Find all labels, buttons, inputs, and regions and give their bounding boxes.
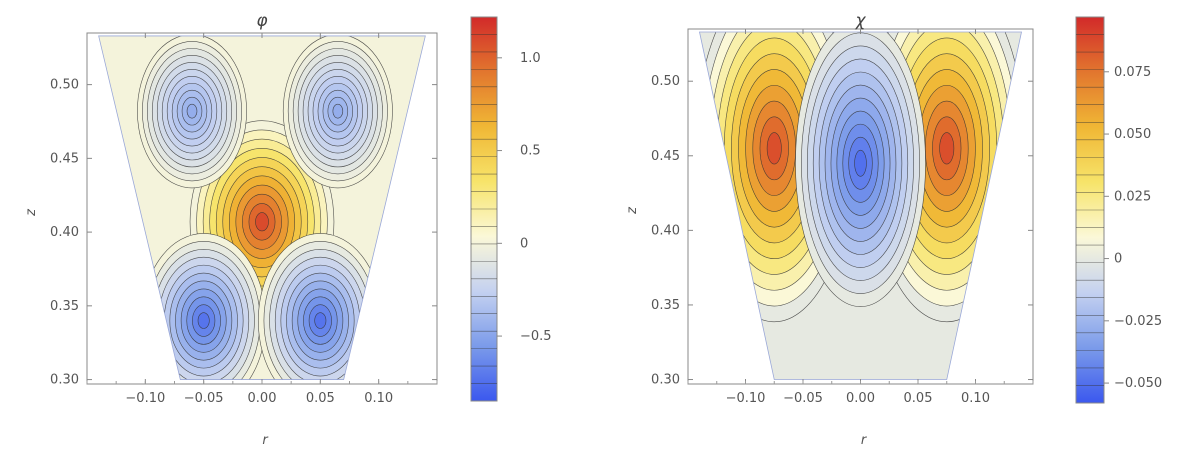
panel-1: −0.10 −0.05 0.00 0.05 0.10 0.30 0.35 0.40 0.45 0.… bbox=[24, 11, 552, 448]
contour-extremum-5 bbox=[282, 35, 393, 189]
colorbar-tick-label: 0.5 bbox=[520, 144, 541, 159]
y-tick-label: 0.30 bbox=[651, 373, 680, 388]
x-tick-label: 0.05 bbox=[306, 391, 335, 406]
colorbar-tick-label: −0.025 bbox=[1114, 314, 1162, 329]
y-tick-label: 0.35 bbox=[651, 298, 680, 313]
x-tick-label: −0.05 bbox=[184, 391, 224, 406]
colorbar-tick-label: 0.075 bbox=[1114, 65, 1151, 80]
x-tick-label: 0.05 bbox=[904, 391, 933, 406]
y-tick-label: 0.40 bbox=[651, 223, 680, 238]
y-tick-label: 0.40 bbox=[50, 225, 79, 240]
colorbar-tick-label: 0.050 bbox=[1114, 127, 1151, 142]
y-axis-label: z bbox=[625, 206, 640, 215]
colorbar-tick-label: 1.0 bbox=[520, 51, 541, 66]
y-axis-label: z bbox=[24, 208, 39, 217]
x-axis-label: r bbox=[262, 433, 269, 448]
x-tick-label: 0.00 bbox=[248, 391, 277, 406]
colorbar: 0.075 0.050 0.025 0 −0.025 −0.050 bbox=[1075, 16, 1162, 404]
colorbar-tick-label: −0.050 bbox=[1114, 376, 1162, 391]
y-tick-label: 0.50 bbox=[651, 74, 680, 89]
y-tick-label: 0.45 bbox=[651, 149, 680, 164]
x-tick-label: 0.10 bbox=[961, 391, 990, 406]
colorbar-tick-label: 0 bbox=[520, 236, 528, 251]
domain-outline bbox=[98, 35, 426, 380]
y-tick-label: 0.30 bbox=[50, 373, 79, 388]
colorbar-tick-label: 0 bbox=[1114, 252, 1122, 267]
x-tick-label: 0.00 bbox=[846, 391, 875, 406]
domain-outline bbox=[699, 31, 1022, 380]
y-tick-label: 0.50 bbox=[50, 78, 79, 93]
colorbar-tick-label: −0.5 bbox=[520, 329, 552, 344]
panel-2: −0.10 −0.05 0.00 0.05 0.10 0.30 0.35 0.40 0.45 0.… bbox=[625, 11, 1162, 448]
x-axis-label: r bbox=[861, 433, 868, 448]
contour-extremum-4 bbox=[137, 35, 247, 189]
y-tick-label: 0.35 bbox=[50, 299, 79, 314]
x-tick-label: −0.05 bbox=[783, 391, 823, 406]
x-tick-label: −0.10 bbox=[125, 391, 165, 406]
x-tick-label: 0.10 bbox=[364, 391, 393, 406]
colorbar-tick-label: 0.025 bbox=[1114, 189, 1151, 204]
y-tick-label: 0.45 bbox=[50, 151, 79, 166]
contour-extremum-3 bbox=[795, 31, 926, 307]
chart-title: χ bbox=[854, 11, 866, 31]
x-tick-label: −0.10 bbox=[726, 391, 766, 406]
contour-features bbox=[137, 35, 393, 380]
colorbar: 1.0 0.5 0 −0.5 bbox=[470, 16, 552, 402]
chart-title: φ bbox=[256, 11, 268, 31]
